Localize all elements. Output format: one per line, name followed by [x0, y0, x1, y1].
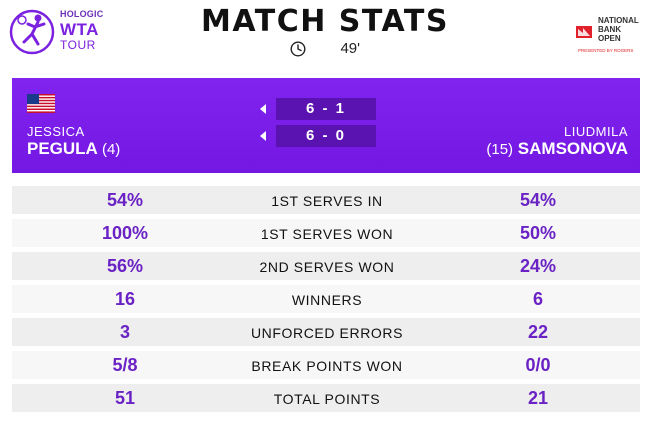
sponsor-sub: PRESENTED BY ROGERS: [578, 48, 634, 53]
player2-first-name: LIUDMILA: [564, 124, 628, 139]
player2-stat-value: 21: [527, 388, 549, 408]
player1-last-name: PEGULA: [27, 139, 98, 158]
player1-stat-value: 16: [114, 289, 136, 309]
player2-last-name: SAMSONOVA: [517, 139, 628, 158]
set-score-row: 6 - 0: [260, 125, 380, 147]
wta-name-text: WTA: [60, 20, 99, 39]
stat-label: WINNERS: [291, 292, 363, 308]
player1-stat-value: 3: [119, 322, 130, 342]
set-score: 6 - 1: [276, 98, 376, 120]
stat-label: 1ST SERVES WON: [260, 226, 394, 242]
national-bank-icon: [576, 26, 592, 38]
set-score-row: 6 - 1: [260, 98, 380, 120]
player2-seed: (15): [486, 141, 514, 158]
player1-name-line: PEGULA (4): [27, 139, 120, 159]
player2-stat-value: 0/0: [525, 355, 551, 375]
sponsor-line2: BANK: [598, 25, 622, 34]
stat-row: 56% 2ND SERVES WON 24%: [12, 252, 640, 280]
player1-first-name: JESSICA: [27, 124, 85, 139]
player1-stat-value: 54%: [106, 190, 144, 210]
player2-stat-value: 54%: [519, 190, 557, 210]
wta-sponsor-text: HOLOGIC: [60, 9, 104, 19]
usa-flag-icon: [27, 94, 55, 113]
set-score: 6 - 0: [276, 125, 376, 147]
player1-stat-value: 56%: [106, 256, 144, 276]
stat-row: 3 UNFORCED ERRORS 22: [12, 318, 640, 346]
player2-stat-value: 22: [527, 322, 549, 342]
national-bank-open-logo: NATIONAL BANK OPEN PRESENTED BY ROGERS: [574, 16, 642, 56]
stat-row: 54% 1ST SERVES IN 54%: [12, 186, 640, 214]
stat-label: 1ST SERVES IN: [271, 193, 383, 209]
match-duration: 49': [0, 40, 650, 60]
sponsor-line1: NATIONAL: [598, 16, 639, 25]
wta-tour-text: TOUR: [60, 38, 96, 52]
player2-stat-value: 6: [532, 289, 543, 309]
wta-player-logo-icon: [9, 9, 55, 55]
stat-label: UNFORCED ERRORS: [250, 325, 404, 341]
scoreboard-band: JESSICA PEGULA (4) 6 - 1 6 - 0 LIUDMILA …: [12, 78, 640, 173]
player2-stat-value: 50%: [519, 223, 557, 243]
header: HOLOGIC WTA TOUR MATCH STATS 49' NATIONA…: [0, 0, 650, 74]
wta-tour-logo: HOLOGIC WTA TOUR: [8, 4, 128, 60]
page-title: MATCH STATS: [201, 4, 449, 39]
serve-indicator-icon: [260, 104, 266, 114]
player1-stat-value: 100%: [101, 223, 149, 243]
clock-icon: [290, 41, 306, 57]
stat-row: 16 WINNERS 6: [12, 285, 640, 313]
stat-row: 100% 1ST SERVES WON 50%: [12, 219, 640, 247]
player1-seed: (4): [101, 141, 121, 158]
player1-stat-value: 51: [114, 388, 136, 408]
stat-row: 5/8 BREAK POINTS WON 0/0: [12, 351, 640, 379]
player2-stat-value: 24%: [519, 256, 557, 276]
stat-label: BREAK POINTS WON: [251, 358, 403, 374]
duration-value: 49': [340, 40, 360, 58]
stat-row: 51 TOTAL POINTS 21: [12, 384, 640, 412]
stat-label: TOTAL POINTS: [273, 391, 381, 407]
sponsor-line3: OPEN: [598, 34, 621, 43]
player1-stat-value: 5/8: [112, 355, 138, 375]
stat-label: 2ND SERVES WON: [259, 259, 395, 275]
player2-name-line: (15) SAMSONOVA: [486, 139, 628, 159]
serve-indicator-icon: [260, 131, 266, 141]
